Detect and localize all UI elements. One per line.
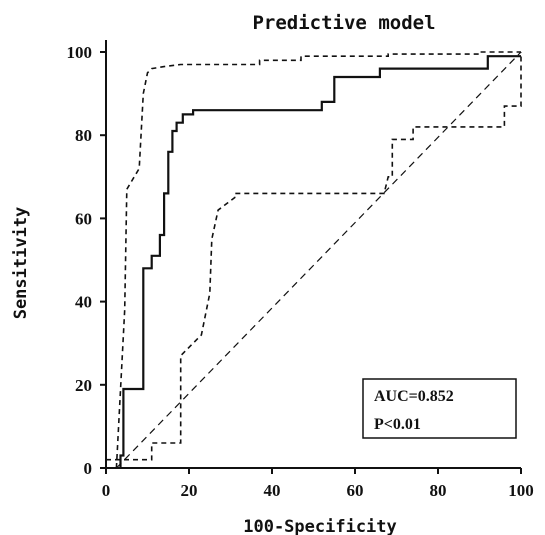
x-tick-label: 20 — [181, 481, 198, 500]
y-tick-label: 20 — [75, 376, 92, 395]
y-tick-label: 0 — [84, 459, 93, 478]
plot-area: 0 20 40 60 80 100 0 20 40 60 80 100 — [67, 40, 534, 500]
stats-box: AUC=0.852 P<0.01 — [362, 378, 517, 439]
series-group — [106, 51, 522, 469]
x-tick-label: 60 — [347, 481, 364, 500]
y-tick-label: 60 — [75, 209, 92, 228]
y-tick-label: 40 — [75, 293, 92, 312]
x-tick-label: 100 — [508, 481, 534, 500]
x-axis-label: 100-Specificity — [243, 517, 397, 535]
roc-curve — [119, 55, 521, 468]
lower-ci-curve — [106, 52, 522, 461]
reference-curve — [115, 51, 522, 469]
y-axis-label: Sensitivity — [11, 207, 31, 320]
y-tick-label: 100 — [67, 43, 93, 62]
upper-ci-curve — [115, 51, 521, 469]
x-tick-label: 40 — [264, 481, 281, 500]
x-tick-label: 0 — [102, 481, 111, 500]
chart-title: Predictive model — [252, 12, 435, 34]
stats-box-border — [362, 378, 517, 439]
y-axis-ticks: 0 20 40 60 80 100 — [67, 43, 106, 478]
x-axis-ticks: 0 20 40 60 80 100 — [102, 468, 534, 500]
auc-value: AUC=0.852 — [374, 388, 454, 405]
x-tick-label: 80 — [430, 481, 447, 500]
p-value: P<0.01 — [374, 416, 421, 433]
y-tick-label: 80 — [75, 126, 92, 145]
